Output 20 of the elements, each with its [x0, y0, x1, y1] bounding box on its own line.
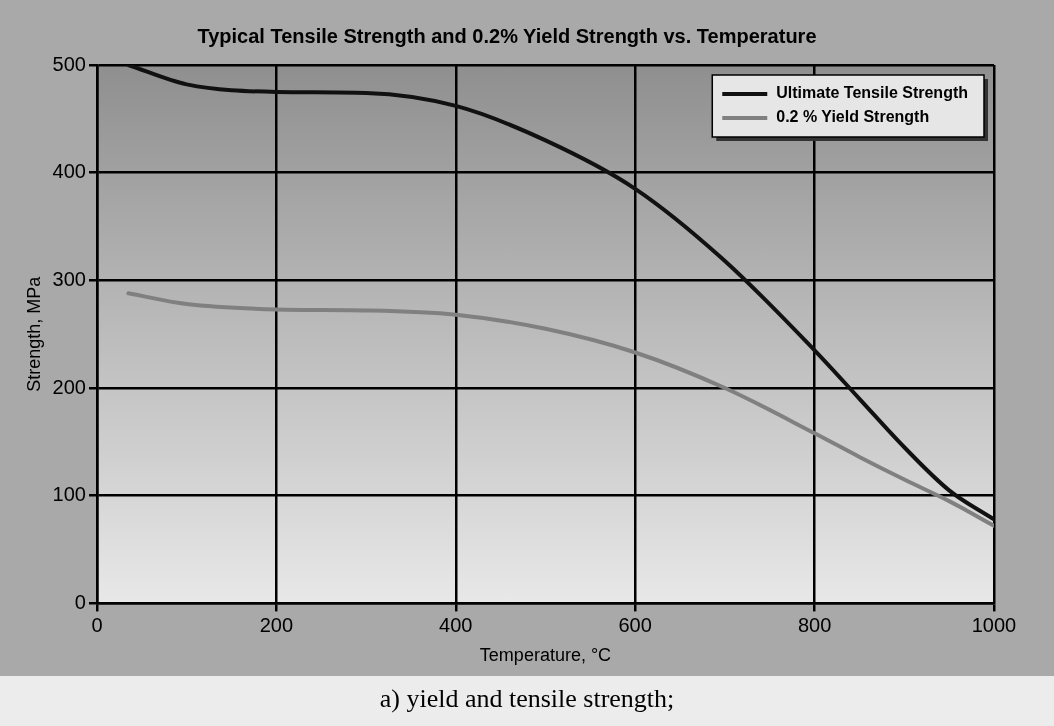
- x-tick-label: 400: [439, 613, 473, 636]
- y-tick-label: 0: [74, 590, 86, 613]
- text: a) yield and tensile strength;: [0, 676, 1054, 726]
- x-tick-label: 600: [618, 613, 652, 636]
- x-tick-label: 200: [259, 613, 294, 636]
- legend-label: 0.2 % Yield Strength: [776, 108, 930, 126]
- y-tick-label: 500: [52, 52, 86, 75]
- line-series: [126, 65, 994, 522]
- legend-label: Ultimate Tensile Strength: [776, 84, 968, 102]
- y-tick-label: 100: [52, 483, 86, 506]
- x-axis-title: Temperature, °C: [479, 645, 612, 666]
- y-tick-label: 200: [52, 375, 86, 398]
- x-tick-label: 0: [91, 613, 103, 636]
- x-tick-label: 1000: [971, 613, 1017, 636]
- y-axis-title: Strength, MPa: [23, 275, 44, 392]
- chart-title: Typical Tensile Strength and 0.2% Yield Strength vs. Temperature: [197, 24, 817, 47]
- line-series: [126, 291, 994, 528]
- y-tick-label: 400: [52, 160, 86, 183]
- x-tick-label: 800: [797, 613, 832, 636]
- y-tick-label: 300: [52, 267, 86, 290]
